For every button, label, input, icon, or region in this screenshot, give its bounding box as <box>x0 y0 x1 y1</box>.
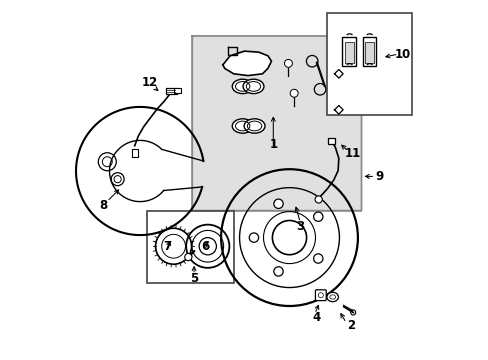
Bar <box>327 138 335 144</box>
Bar <box>132 149 137 157</box>
Circle shape <box>289 89 298 97</box>
Bar <box>364 42 373 63</box>
Circle shape <box>313 254 322 263</box>
Bar <box>362 37 375 66</box>
FancyBboxPatch shape <box>315 290 325 301</box>
Text: 8: 8 <box>99 199 107 212</box>
Text: 1: 1 <box>269 138 277 150</box>
Circle shape <box>249 233 258 242</box>
Circle shape <box>273 199 283 208</box>
Circle shape <box>273 267 283 276</box>
Circle shape <box>314 196 322 203</box>
Circle shape <box>284 59 292 67</box>
Bar <box>146 211 234 283</box>
Text: 3: 3 <box>296 220 304 233</box>
Ellipse shape <box>244 119 264 133</box>
Text: 11: 11 <box>344 147 360 159</box>
Polygon shape <box>223 51 271 76</box>
Text: 5: 5 <box>189 273 198 285</box>
Ellipse shape <box>232 119 253 133</box>
Polygon shape <box>192 36 361 211</box>
Circle shape <box>199 238 216 255</box>
Ellipse shape <box>326 292 338 302</box>
Circle shape <box>272 220 306 255</box>
Text: 6: 6 <box>201 240 208 253</box>
Text: 9: 9 <box>375 170 383 183</box>
Bar <box>342 37 355 66</box>
Ellipse shape <box>232 79 253 94</box>
Text: 4: 4 <box>312 311 320 324</box>
Text: 7: 7 <box>163 240 171 253</box>
Text: 10: 10 <box>394 48 410 60</box>
Bar <box>326 13 411 115</box>
Text: 12: 12 <box>142 76 158 89</box>
Text: 2: 2 <box>346 319 354 332</box>
Bar <box>174 88 181 93</box>
Bar <box>166 88 177 94</box>
Bar <box>192 36 361 211</box>
Bar <box>344 42 353 63</box>
Ellipse shape <box>243 79 264 94</box>
Circle shape <box>313 212 322 221</box>
Circle shape <box>184 253 192 261</box>
